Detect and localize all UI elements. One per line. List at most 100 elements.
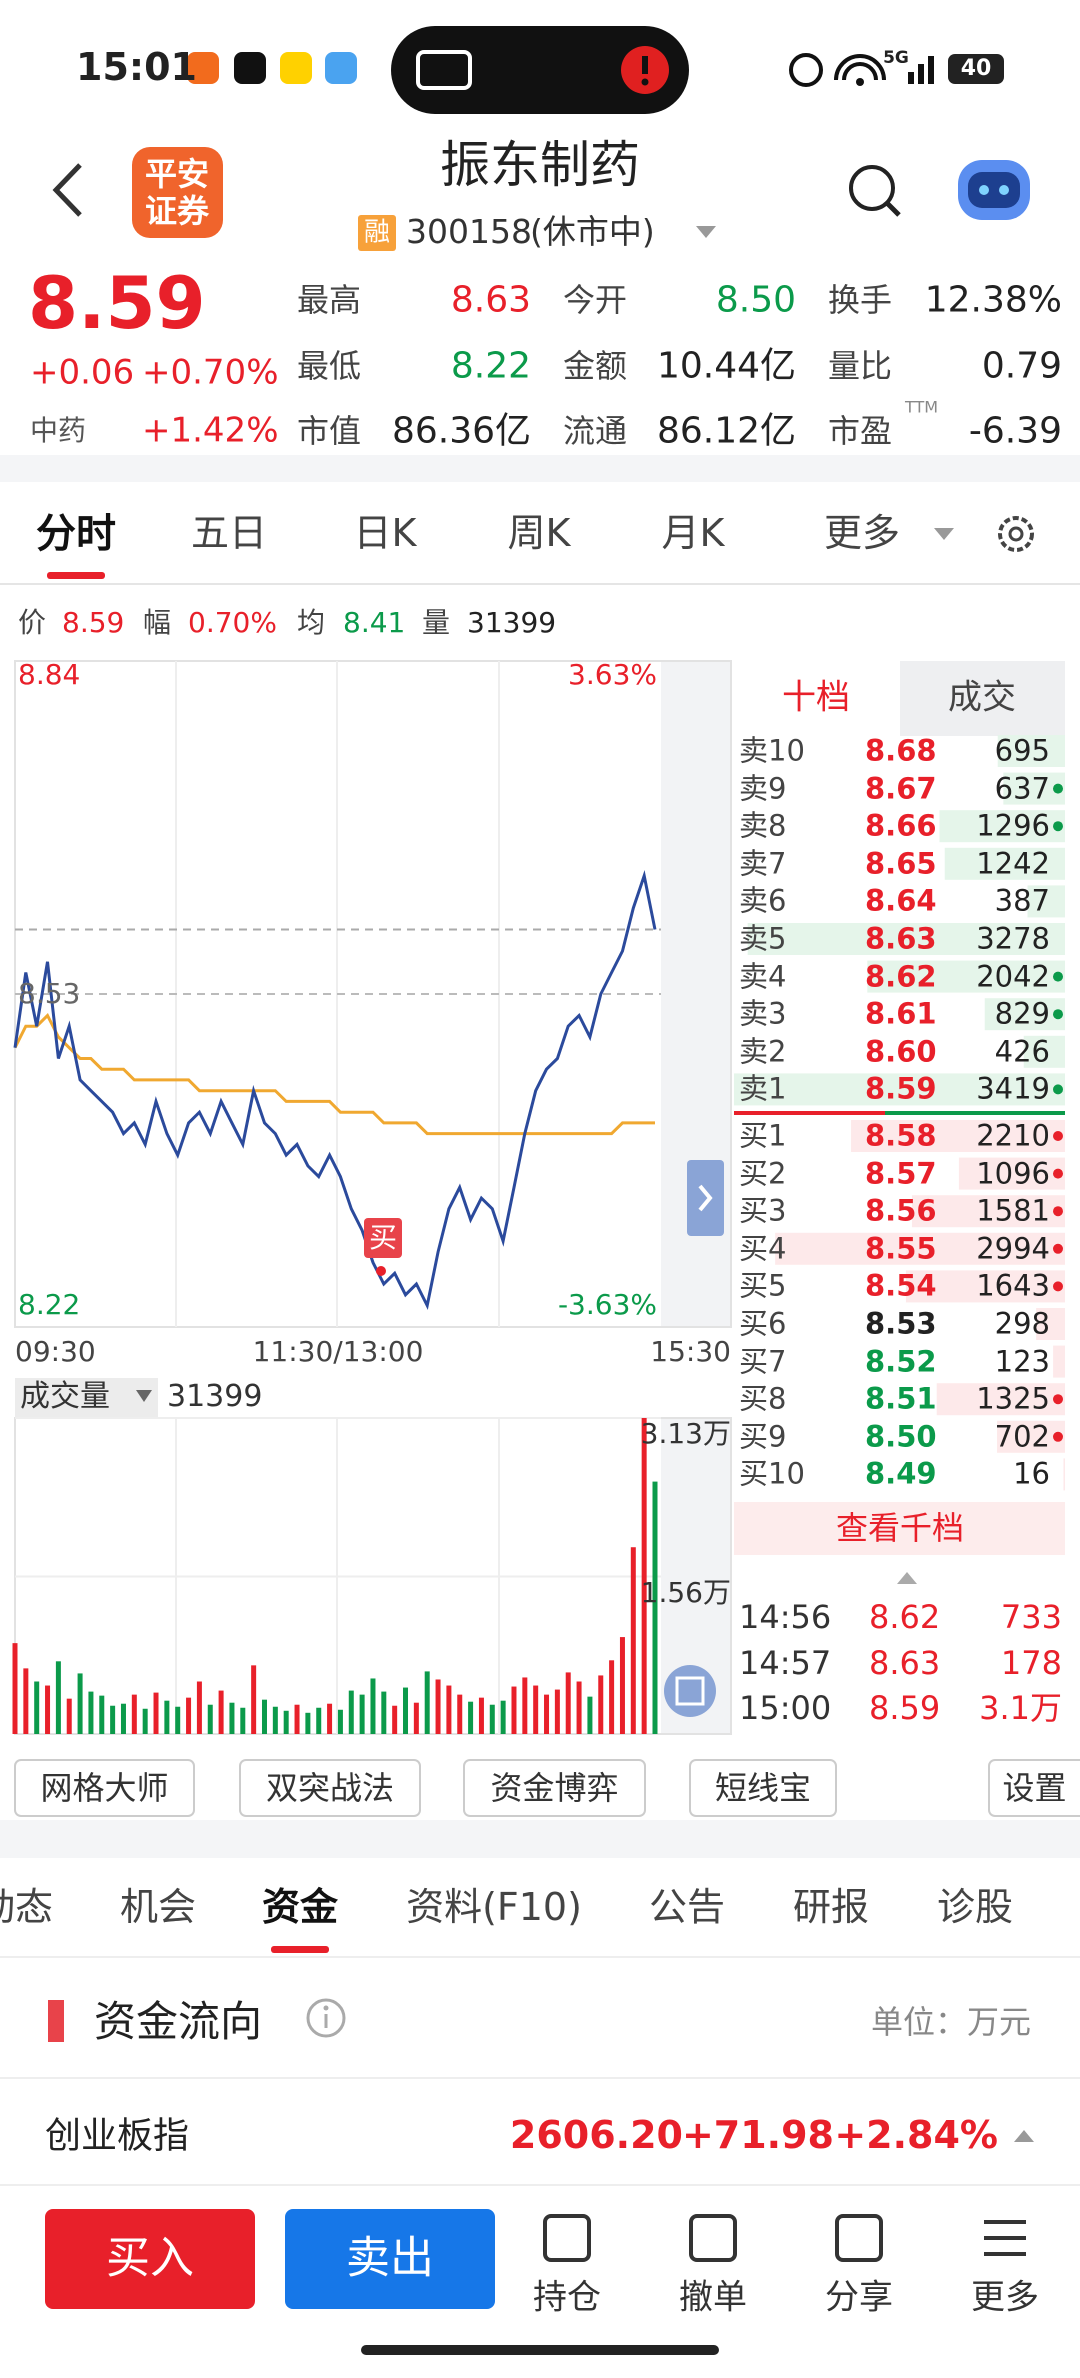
period-tab[interactable]: 更多 (823, 511, 901, 556)
expand-panel-button[interactable] (687, 1160, 724, 1236)
trade-price: 8.59 (869, 1688, 941, 1727)
depth-bar (911, 1195, 1065, 1228)
price-change-pct: +0.70% (142, 352, 279, 393)
volume-bar (272, 1706, 278, 1734)
volume-bar (218, 1690, 224, 1734)
volume-bar (229, 1702, 235, 1734)
book-volume: 2210 (976, 1118, 1050, 1153)
info-icon-dot (323, 2005, 329, 2011)
volume-selector[interactable] (15, 1378, 158, 1418)
more-levels-bg[interactable] (734, 1502, 1065, 1555)
assistant-eye (979, 185, 989, 195)
volume-bar (500, 1700, 506, 1734)
tool-button (14, 1759, 195, 1817)
book-level: 卖9 (739, 771, 787, 806)
period-tab[interactable]: 日K (353, 511, 417, 556)
book-volume: 2994 (976, 1231, 1050, 1266)
period-tab[interactable]: 五日 (190, 511, 268, 556)
info-label: 价 (18, 606, 47, 640)
dropdown-icon[interactable] (696, 226, 716, 238)
x-time-label: 11:30/13:00 (252, 1335, 424, 1369)
order-tab[interactable]: 成交 (948, 677, 1016, 718)
volume-bar (413, 1702, 419, 1734)
margin-badge (358, 215, 396, 251)
volume-bar (641, 1418, 647, 1734)
section-marker (48, 2000, 64, 2042)
book-level: 卖6 (739, 883, 787, 918)
volume-bar (381, 1691, 387, 1734)
info-tab[interactable]: 资料(F10) (406, 1885, 582, 1930)
info-tab[interactable]: 研报 (792, 1885, 870, 1930)
tool-label[interactable]: 网格大师 (40, 1768, 169, 1807)
broker-logo-text: 证券 (144, 191, 210, 230)
book-dot (1053, 1131, 1063, 1141)
book-level: 卖7 (739, 846, 787, 881)
back-icon[interactable] (52, 163, 82, 217)
fullscreen-button[interactable] (664, 1665, 716, 1717)
period-tab[interactable]: 月K (661, 511, 725, 556)
info-icon[interactable] (306, 1998, 346, 2038)
book-volume: 426 (994, 1034, 1050, 1069)
period-tab[interactable]: 周K (507, 511, 571, 556)
settings-icon[interactable] (998, 516, 1034, 552)
period-tab[interactable]: 分时 (36, 511, 116, 557)
cancel-icon (689, 2214, 737, 2262)
volume-label[interactable]: 成交量 (20, 1379, 110, 1414)
info-value: 8.59 (62, 606, 125, 640)
prev-close-label: 8.53 (18, 977, 81, 1011)
info-tab[interactable]: 诊股 (936, 1885, 1014, 1930)
volume-bar (478, 1697, 484, 1734)
action-label[interactable]: 撤单 (679, 2277, 747, 2318)
tool-label[interactable]: 设置 (1002, 1768, 1067, 1807)
order-tab[interactable]: 十档 (782, 677, 850, 718)
info-tab[interactable]: 资金 (261, 1885, 339, 1930)
info-label: 量 (422, 606, 451, 640)
search-handle (885, 201, 901, 217)
action-label[interactable]: 更多 (971, 2277, 1039, 2318)
app-icon (325, 52, 357, 84)
sell-button[interactable] (285, 2209, 495, 2309)
unit-label: 单位：万元 (870, 2002, 1031, 2041)
volume-bar (587, 1696, 593, 1734)
collapse-icon[interactable] (897, 1572, 917, 1584)
book-volume: 1325 (976, 1381, 1050, 1416)
info-tab[interactable]: 动态 (0, 1885, 54, 1930)
volume-bar (468, 1701, 474, 1734)
book-price: 8.57 (865, 1156, 937, 1191)
sell-button-label[interactable]: 卖出 (346, 2232, 434, 2284)
volume-bar (110, 1705, 116, 1734)
book-level: 买4 (739, 1231, 787, 1266)
volume-bar (55, 1661, 61, 1734)
alert-dot (641, 78, 649, 86)
stat-value: 86.12亿 (656, 410, 796, 452)
buy-button-label[interactable]: 买入 (106, 2232, 194, 2284)
volume-bar (424, 1671, 430, 1734)
tool-label[interactable]: 短线宝 (714, 1768, 812, 1807)
book-dot (1053, 1084, 1063, 1095)
tool-label[interactable]: 双突战法 (265, 1768, 395, 1807)
more-levels[interactable]: 查看千档 (835, 1508, 965, 1547)
action-label[interactable]: 分享 (825, 2277, 893, 2318)
book-price: 8.65 (865, 846, 937, 881)
buy-button[interactable] (45, 2209, 255, 2309)
depth-bar (997, 735, 1065, 767)
depth-bar (1027, 885, 1065, 918)
depth-bar (1023, 1035, 1065, 1068)
x-time-label: 09:30 (15, 1335, 96, 1369)
info-tab[interactable]: 公告 (648, 1885, 726, 1930)
sector-change: +1.42% (142, 410, 279, 451)
action-label[interactable]: 持仓 (533, 2277, 601, 2318)
book-price: 8.56 (865, 1193, 937, 1228)
book-price: 8.53 (865, 1306, 937, 1341)
book-volume: 695 (994, 733, 1050, 768)
depth-bar (1063, 1458, 1065, 1491)
volume-bar (240, 1707, 246, 1734)
expand-icon[interactable] (1014, 2130, 1034, 2142)
search-icon[interactable] (849, 165, 895, 211)
tool-label[interactable]: 资金博弈 (490, 1768, 619, 1807)
stat-value: 10.44亿 (656, 345, 796, 387)
signal-bar (908, 72, 914, 84)
volume-bar (12, 1643, 18, 1734)
info-tab[interactable]: 机会 (119, 1885, 197, 1930)
